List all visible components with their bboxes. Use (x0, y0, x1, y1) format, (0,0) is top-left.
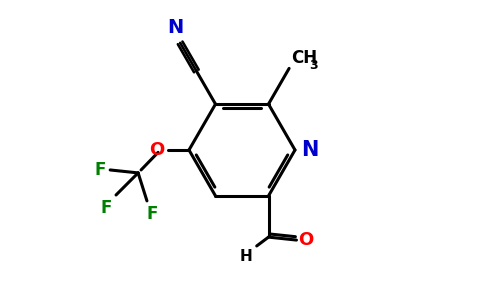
Text: N: N (302, 140, 319, 160)
Text: F: F (147, 205, 158, 223)
Text: O: O (298, 231, 313, 249)
Text: F: F (100, 200, 112, 217)
Text: CH: CH (291, 49, 318, 67)
Text: O: O (149, 141, 164, 159)
Text: 3: 3 (309, 59, 318, 72)
Text: F: F (94, 161, 106, 179)
Text: N: N (167, 18, 183, 37)
Text: H: H (240, 249, 252, 264)
